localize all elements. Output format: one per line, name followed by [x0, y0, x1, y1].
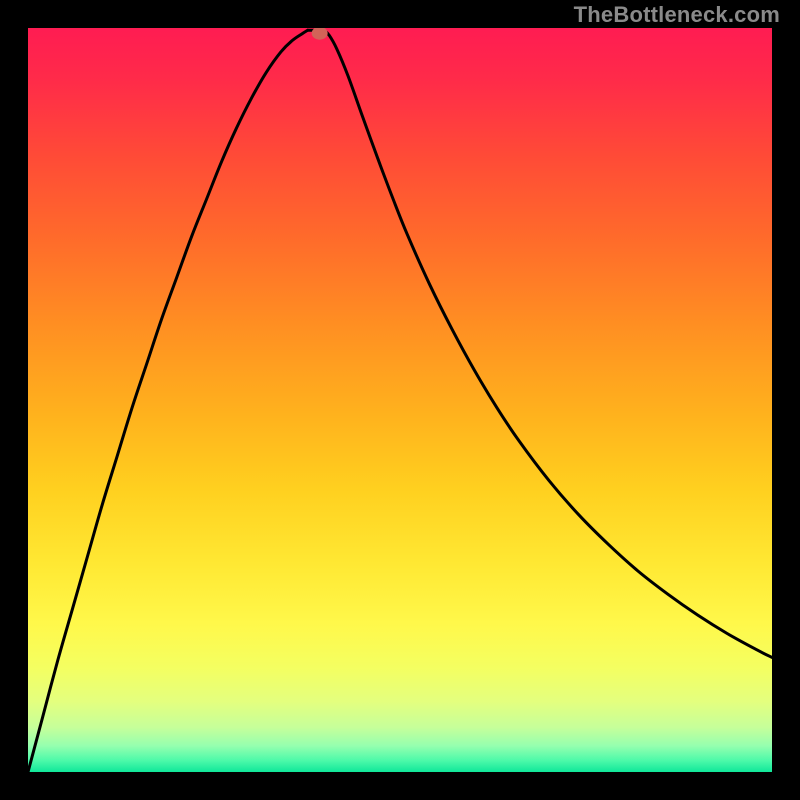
- bottleneck-marker: [28, 28, 772, 772]
- plot-area: [28, 28, 772, 772]
- outer-frame: TheBottleneck.com: [0, 0, 800, 800]
- watermark-text: TheBottleneck.com: [574, 2, 780, 28]
